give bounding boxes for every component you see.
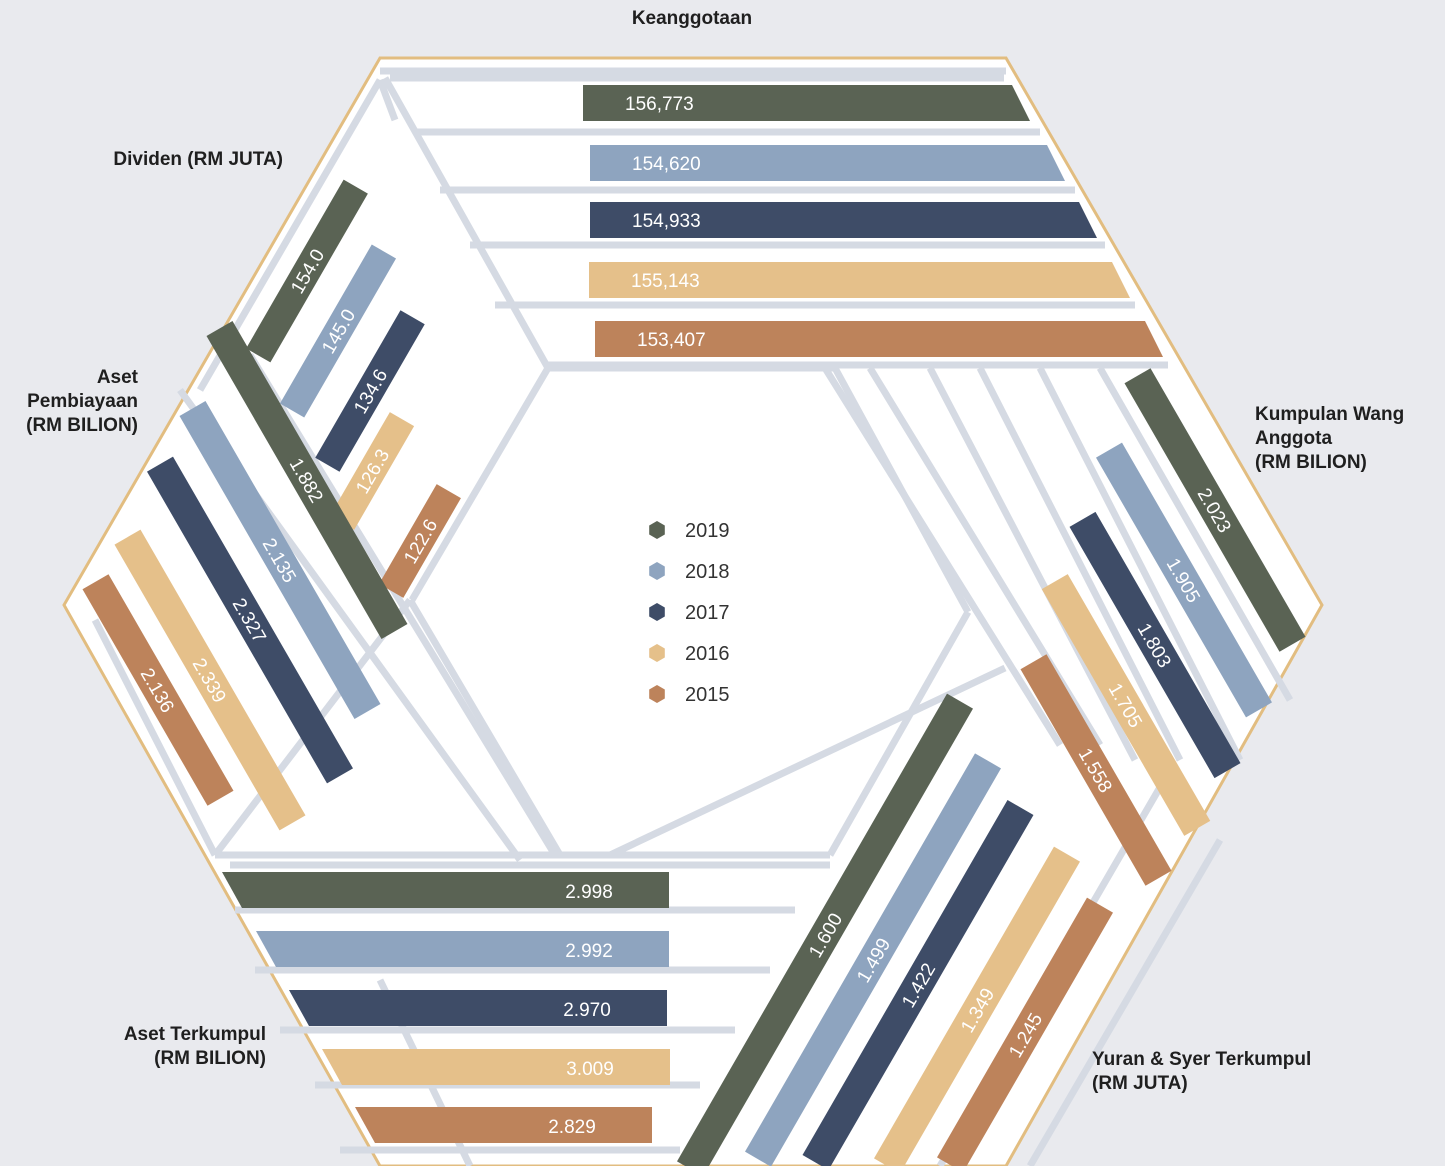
section-title-kumpulan: Kumpulan Wang Anggota (RM BILION)	[1255, 404, 1404, 473]
gridline	[406, 598, 564, 857]
legend-label-2017: 2017	[685, 602, 730, 624]
gridline	[608, 664, 1007, 859]
bar-group-kumpulan-2017: 1.803	[1069, 511, 1241, 779]
section-title-aset_pembiayaan: Aset Pembiayaan (RM BILION)	[26, 367, 139, 436]
section-title-aset_terkumpul: Aset Terkumpul (RM BILION)	[124, 1024, 266, 1069]
bar-keanggotaan-2017	[590, 202, 1097, 238]
bar-label-keanggotaan-2015: 153,407	[637, 330, 706, 351]
section-title-line: (RM BILION)	[1255, 452, 1367, 473]
section-title-line: (RM BILION)	[26, 415, 138, 436]
bar-yuran-2016	[874, 846, 1080, 1166]
bar-label-keanggotaan-2017: 154,933	[632, 211, 701, 232]
bar-aset_terkumpul-2018	[256, 931, 669, 967]
bar-keanggotaan-2019	[583, 85, 1030, 121]
section-title-line: (RM BILION)	[154, 1048, 266, 1069]
bar-label-aset_terkumpul-2019: 2.998	[565, 882, 613, 903]
legend-marker-2016	[649, 644, 665, 662]
bar-aset_pembiayaan-2015	[82, 574, 234, 806]
section-title-line: Yuran & Syer Terkumpul	[1092, 1049, 1311, 1070]
legend-label-2016: 2016	[685, 643, 730, 665]
bar-aset_pembiayaan-2019	[206, 320, 408, 640]
bar-label-aset_terkumpul-2018: 2.992	[565, 941, 613, 962]
section-title-line: Aset	[97, 367, 139, 388]
bar-keanggotaan-2016	[589, 262, 1130, 298]
bar-kumpulan-2019	[1124, 368, 1306, 652]
legend-marker-2015	[649, 685, 665, 703]
legend-label-2015: 2015	[685, 684, 730, 706]
bar-dividen-2015	[379, 484, 461, 598]
section-titles: Keanggotaan Kumpulan Wang Anggota (RM BILIO…	[26, 8, 1404, 1094]
bar-dividen-2016	[329, 412, 415, 530]
section-title-line: (RM JUTA)	[1092, 1073, 1188, 1094]
legend: 2019 2018 2017 2016 2015	[649, 520, 730, 706]
section-title-line: Anggota	[1255, 428, 1332, 449]
legend-marker-2018	[649, 562, 665, 580]
gridline	[822, 366, 1063, 747]
bar-label-aset_terkumpul-2016: 3.009	[566, 1059, 614, 1080]
gridline	[926, 366, 1139, 762]
section-title-line: Dividen (RM JUTA)	[113, 149, 283, 170]
gridline	[247, 353, 558, 857]
gridline	[1036, 366, 1244, 762]
gridline	[408, 366, 552, 602]
bar-yuran-2017	[802, 799, 1034, 1166]
section-title-line: Pembiayaan	[27, 391, 138, 412]
bar-aset_terkumpul-2015	[355, 1107, 652, 1143]
gridline	[381, 76, 552, 370]
bar-label-keanggotaan-2019: 156,773	[625, 94, 694, 115]
legend-marker-2017	[649, 603, 665, 621]
bar-dividen-2019	[246, 179, 368, 363]
bar-kumpulan-2018	[1096, 442, 1272, 718]
bar-keanggotaan-2015	[595, 321, 1163, 357]
bar-keanggotaan-2018	[590, 145, 1065, 181]
bar-aset_terkumpul-2019	[222, 872, 669, 908]
section-title-line: Keanggotaan	[632, 8, 752, 29]
bars: 156,773154,620154,933155,143153,407154.0…	[82, 85, 1306, 1166]
gridline	[91, 618, 219, 857]
bar-dividen-2017	[315, 310, 425, 472]
gridline	[376, 78, 399, 122]
bar-yuran-2019	[677, 693, 973, 1166]
section-title-dividen: Dividen (RM JUTA)	[113, 149, 283, 170]
gridline	[826, 610, 972, 857]
bar-aset_pembiayaan-2017	[147, 456, 353, 784]
bar-aset_pembiayaan-2018	[179, 400, 381, 720]
bar-label-keanggotaan-2018: 154,620	[632, 154, 701, 175]
bar-yuran-2015	[937, 897, 1113, 1166]
bar-kumpulan-2016	[1041, 574, 1211, 836]
section-title-line: Aset Terkumpul	[124, 1024, 266, 1045]
section-title-yuran: Yuran & Syer Terkumpul (RM JUTA)	[1092, 1049, 1311, 1094]
section-title-keanggotaan: Keanggotaan	[632, 8, 752, 29]
section-title-line: Kumpulan Wang	[1255, 404, 1404, 425]
legend-label-2018: 2018	[685, 561, 730, 583]
gridline	[1026, 838, 1224, 1166]
bar-kumpulan-2015	[1020, 654, 1172, 886]
bar-yuran-2018	[745, 753, 1001, 1166]
legend-marker-2019	[649, 521, 665, 539]
bar-aset_terkumpul-2017	[289, 990, 667, 1026]
bar-kumpulan-2017	[1069, 511, 1241, 779]
legend-label-2019: 2019	[685, 520, 730, 542]
bar-dividen-2018	[279, 244, 397, 418]
bar-label-aset_terkumpul-2017: 2.970	[563, 1000, 611, 1021]
bar-aset_pembiayaan-2016	[114, 529, 306, 831]
gridline	[976, 366, 1184, 762]
bar-aset_terkumpul-2016	[322, 1049, 670, 1085]
bar-label-keanggotaan-2016: 155,143	[631, 271, 700, 292]
gridlines	[91, 67, 1294, 1166]
bar-label-aset_terkumpul-2015: 2.829	[548, 1117, 596, 1138]
gridline	[1096, 366, 1294, 702]
